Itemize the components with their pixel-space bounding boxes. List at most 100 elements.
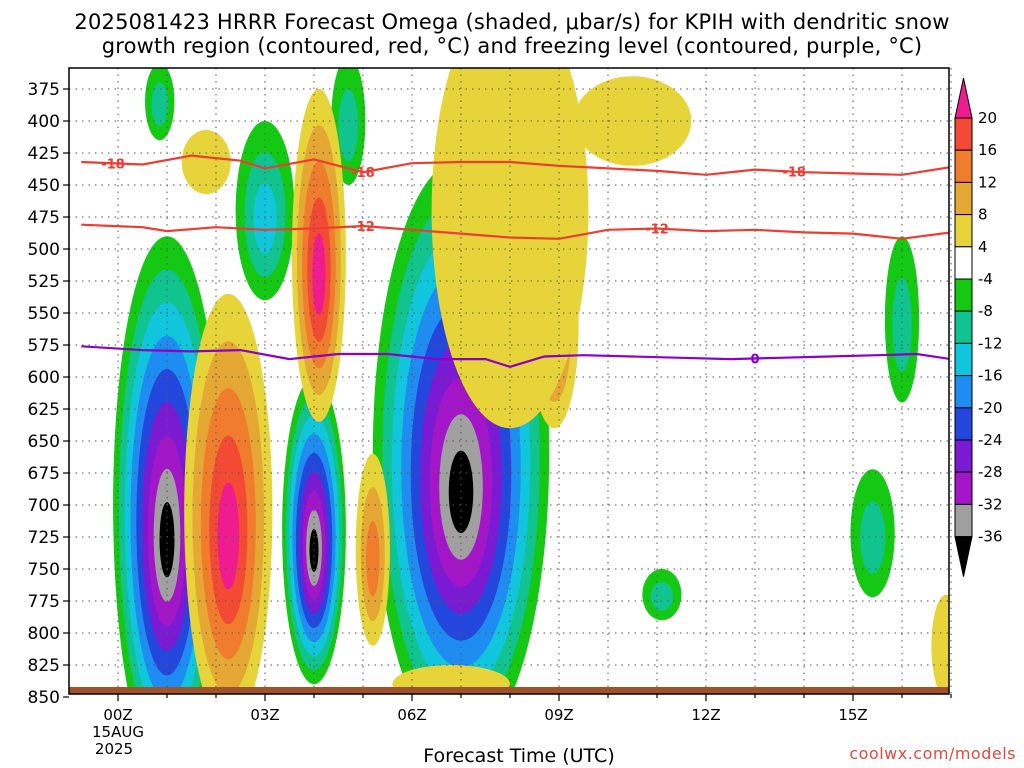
contour-path — [81, 154, 949, 176]
colorbar-label: -20 — [978, 399, 1003, 417]
omega-cell — [431, 68, 589, 429]
y-tick-label: 850 — [28, 688, 60, 708]
colorbar-swatch — [954, 342, 973, 377]
omega-cell — [884, 236, 920, 403]
y-tick-label: 725 — [28, 528, 60, 548]
contour-path — [81, 345, 949, 368]
colorbar-swatch — [954, 503, 973, 538]
omega-cell — [573, 76, 692, 166]
y-tick-label: 700 — [28, 496, 60, 516]
y-tick-label: 425 — [28, 144, 60, 164]
omega-cell — [282, 376, 346, 685]
omega-cell — [184, 293, 273, 692]
colorbar-swatch — [954, 375, 973, 409]
y-tick-label: 750 — [28, 560, 60, 580]
omega-contour-band — [151, 82, 168, 127]
y-tick-label: 575 — [28, 336, 60, 356]
omega-cell — [113, 236, 221, 692]
y-tick-label: 650 — [28, 432, 60, 452]
colorbar-swatch — [954, 278, 973, 312]
chart-title-line-2: growth region (contoured, red, °C) and f… — [101, 34, 923, 58]
colorbar-label: 12 — [978, 173, 997, 191]
colorbar-label: -28 — [978, 463, 1003, 481]
colorbar-label: -4 — [978, 270, 993, 288]
omega-positive-shading — [181, 68, 949, 692]
omega-contour-band — [650, 581, 674, 611]
omega-contour-band — [573, 76, 692, 166]
omega-contour-band — [159, 502, 175, 578]
omega-contour-band — [892, 277, 912, 372]
chart-title-line-1: 2025081423 HRRR Forecast Omega (shaded, … — [74, 10, 950, 34]
contour-label: -18 — [101, 157, 125, 172]
omega-cell — [850, 469, 895, 598]
colorbar-swatch — [954, 246, 973, 280]
date-label-year: 2025 — [95, 740, 133, 758]
y-tick-label: 675 — [28, 464, 60, 484]
contour-label: 0 — [750, 352, 759, 367]
colorbar-swatch — [954, 310, 973, 344]
colorbar-label: 20 — [978, 109, 997, 127]
grid-lines — [69, 68, 952, 694]
omega-cell — [355, 453, 390, 646]
y-tick-label: 775 — [28, 592, 60, 612]
x-axis-label: Forecast Time (UTC) — [423, 745, 615, 767]
time-axis: 00Z 03Z 06Z 09Z 12Z 15Z — [103, 694, 952, 724]
colorbar-label: -24 — [978, 431, 1003, 449]
y-tick-label: 525 — [28, 272, 60, 292]
pressure-axis: 375 400 425 450 475 500 525 550 575 600 625 650 675 7… — [28, 80, 69, 708]
colorbar-swatch — [954, 439, 973, 473]
colorbar-swatch — [954, 471, 973, 505]
omega-contour-band — [431, 68, 589, 429]
omega-contour-band — [860, 501, 886, 574]
y-tick-label: 550 — [28, 304, 60, 324]
colorbar-swatch — [954, 149, 973, 183]
contour-label: -12 — [645, 223, 669, 238]
omega-cell — [181, 130, 231, 194]
contour-temperature-line: -18 -18 -18 — [81, 154, 949, 181]
omega-contour-band — [181, 130, 231, 194]
y-tick-label: 825 — [28, 656, 60, 676]
contour-label: -12 — [351, 220, 375, 235]
contour-lines: -18 -18 -18 -12 -12 0 — [81, 154, 949, 368]
x-tick-label: 15Z — [838, 706, 867, 724]
date-label-day: 15AUG — [92, 723, 144, 741]
colorbar-label: -8 — [978, 302, 993, 320]
colorbar-swatch — [954, 117, 973, 151]
contour-path — [81, 223, 949, 240]
colorbar: 20 16 12 8 4 -4 -8 -12 -16 -20 -24 -28 -32 -36 — [954, 77, 1003, 577]
y-tick-label: 400 — [28, 112, 60, 132]
omega-cell — [642, 569, 682, 621]
x-tick-label: 03Z — [250, 706, 279, 724]
colorbar-label: -16 — [978, 367, 1003, 385]
colorbar-label: 4 — [978, 238, 988, 256]
omega-contour-band — [392, 665, 510, 692]
colorbar-label: -36 — [978, 528, 1003, 546]
colorbar-label: -32 — [978, 495, 1003, 513]
contour-freezing-level-line: 0 — [81, 345, 949, 368]
colorbar-label: 8 — [978, 206, 988, 224]
y-tick-label: 475 — [28, 208, 60, 228]
x-tick-label: 00Z — [103, 706, 132, 724]
y-tick-label: 500 — [28, 240, 60, 260]
colorbar-swatch — [954, 181, 973, 216]
omega-cell — [235, 121, 295, 301]
colorbar-swatch — [954, 407, 973, 441]
terrain-ground-bar — [69, 687, 949, 694]
x-tick-label: 12Z — [691, 706, 720, 724]
x-tick-label: 06Z — [397, 706, 426, 724]
colorbar-swatch — [954, 214, 973, 248]
x-tick-label: 09Z — [544, 706, 573, 724]
y-tick-label: 800 — [28, 624, 60, 644]
y-tick-label: 375 — [28, 80, 60, 100]
contour-label: -18 — [351, 166, 375, 181]
contour-label: -18 — [782, 166, 806, 181]
omega-contour-band — [366, 520, 380, 597]
colorbar-arrow-bottom — [954, 536, 973, 577]
colorbar-arrow-top — [954, 77, 973, 119]
omega-cell — [931, 594, 949, 692]
colorbar-label: 16 — [978, 141, 997, 159]
y-tick-label: 450 — [28, 176, 60, 196]
omega-contour-band — [312, 233, 326, 315]
plot-frame — [68, 67, 950, 695]
